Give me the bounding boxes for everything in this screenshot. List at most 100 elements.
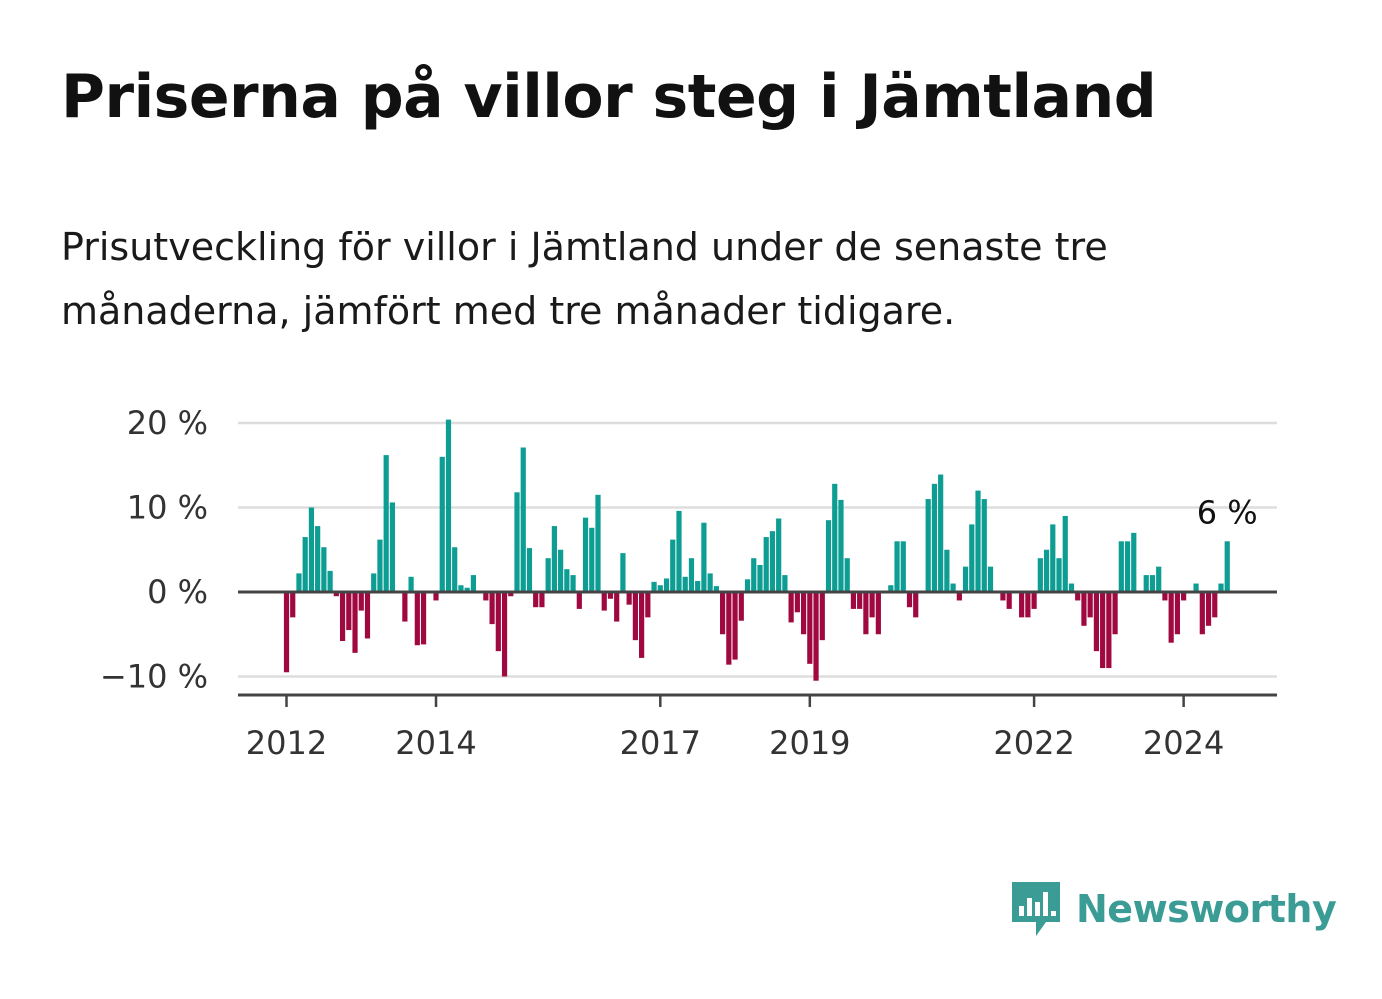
bar <box>539 592 545 608</box>
tick-labels: 20 % 10 % 0 % −10 % 2012 2014 2017 2019 2022 2024… <box>100 404 1258 762</box>
bar <box>969 524 975 592</box>
bar <box>888 585 894 592</box>
x-tick-label: 2017 <box>620 724 701 762</box>
bar <box>589 527 595 592</box>
bar <box>769 531 776 592</box>
bar <box>283 592 290 673</box>
bar <box>1081 592 1087 626</box>
chart-subtitle: Prisutveckling för villor i Jämtland und… <box>61 225 1108 333</box>
bar <box>1156 566 1162 592</box>
bar <box>620 553 626 592</box>
bar <box>508 592 514 597</box>
bar <box>1162 592 1168 601</box>
bar <box>944 549 950 592</box>
bar <box>1019 592 1025 618</box>
bar <box>726 592 732 665</box>
y-tick-label: −10 % <box>100 658 208 696</box>
bar <box>651 581 657 592</box>
bar <box>1112 592 1118 635</box>
bar <box>570 575 576 592</box>
bar <box>869 592 875 618</box>
bar <box>1075 592 1081 601</box>
bar <box>1212 592 1218 618</box>
bar <box>639 592 645 658</box>
brand-logo: Newsworthy <box>1010 878 1337 940</box>
bar <box>832 483 838 592</box>
axes <box>238 590 1277 707</box>
bar <box>844 558 850 592</box>
bar-chart: 20 % 10 % 0 % −10 % 2012 2014 2017 2019 2022 2024… <box>100 404 1277 762</box>
bar <box>776 518 782 592</box>
bar <box>445 419 452 592</box>
bar <box>701 522 707 592</box>
bar <box>751 558 757 592</box>
bar <box>626 592 632 605</box>
bar <box>315 526 321 592</box>
bar <box>738 592 744 621</box>
bar <box>1087 592 1093 618</box>
bar <box>1131 532 1137 592</box>
bar <box>1149 575 1156 592</box>
bar <box>1068 583 1075 592</box>
bar <box>333 592 339 597</box>
bar <box>308 507 315 592</box>
bar <box>670 539 676 592</box>
bar <box>321 547 327 592</box>
bar <box>1168 592 1174 643</box>
bar <box>906 592 913 608</box>
bar <box>1000 592 1006 601</box>
bar <box>825 520 832 592</box>
chart-title: Priserna på villor steg i Jämtland <box>61 62 1157 132</box>
bar <box>439 456 445 592</box>
bar <box>981 499 987 592</box>
bar <box>1218 583 1224 592</box>
bar <box>1124 541 1131 592</box>
bar <box>707 573 713 592</box>
bar <box>838 499 844 592</box>
bar <box>1174 592 1180 635</box>
bar <box>408 576 414 592</box>
bar <box>794 592 800 613</box>
bar <box>850 592 857 609</box>
y-tick-label: 0 % <box>147 573 208 611</box>
x-tick-label: 2019 <box>769 724 850 762</box>
bar <box>402 592 408 622</box>
x-tick-label: 2014 <box>395 724 476 762</box>
bar <box>327 570 333 593</box>
bar <box>1106 592 1112 669</box>
bar <box>1031 592 1037 609</box>
bar <box>807 592 813 664</box>
bar <box>857 592 863 609</box>
bar <box>782 575 788 592</box>
grid-lines <box>238 421 1277 678</box>
y-tick-label: 10 % <box>127 489 208 527</box>
bar <box>296 573 302 592</box>
bar <box>720 592 726 635</box>
bar <box>520 447 526 592</box>
bar <box>1199 592 1205 635</box>
bar <box>657 585 663 592</box>
bar <box>464 587 470 592</box>
bar <box>452 547 458 592</box>
bar <box>533 592 539 608</box>
bar <box>495 592 501 652</box>
brand-name: Newsworthy <box>1076 887 1337 931</box>
bar <box>371 573 377 592</box>
bar <box>1037 558 1043 592</box>
bar <box>607 592 614 599</box>
bar <box>595 494 601 592</box>
bar <box>1224 541 1230 592</box>
newsworthy-logo-icon <box>1012 882 1060 936</box>
bar <box>420 592 427 645</box>
bar <box>1050 524 1056 592</box>
bar <box>788 592 794 623</box>
bar <box>458 585 464 592</box>
bar <box>962 566 969 592</box>
bar <box>875 592 881 635</box>
x-tick-label: 2012 <box>246 724 327 762</box>
bar <box>663 578 670 592</box>
bar <box>582 517 589 592</box>
bar <box>346 592 352 631</box>
bar <box>894 541 900 592</box>
y-tick-label: 20 % <box>127 404 208 442</box>
